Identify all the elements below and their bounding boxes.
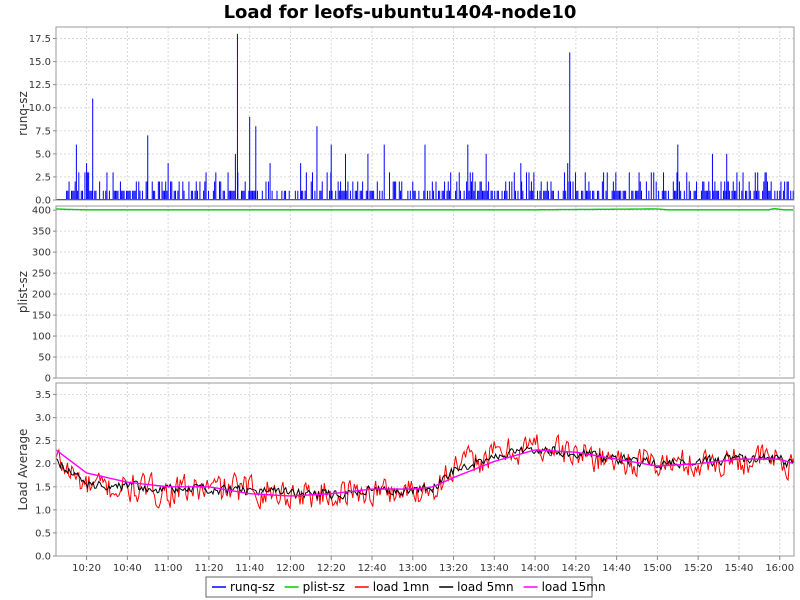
legend-item-load-1mn: load 1mn <box>354 580 429 594</box>
ytick-label: 150 <box>32 311 51 322</box>
ytick-label: 2.5 <box>35 172 51 183</box>
xtick-label: 11:20 <box>194 563 223 574</box>
legend-label: load 1mn <box>373 580 429 594</box>
ytick-label: 250 <box>32 269 51 280</box>
plot-area-plist <box>56 206 794 378</box>
legend-item-load-5mn: load 5mn <box>439 580 514 594</box>
legend-label: load 5mn <box>457 580 513 594</box>
ytick-label: 2.0 <box>35 459 51 470</box>
legend-label: load 15mn <box>542 580 606 594</box>
xtick-label: 15:00 <box>643 563 672 574</box>
ytick-label: 0.0 <box>35 196 51 207</box>
plot-frame-load <box>55 382 795 557</box>
ytick-label: 3.5 <box>35 390 51 401</box>
ytick-label: 0.5 <box>35 528 51 539</box>
series-group-load <box>56 433 794 510</box>
ytick-label: 400 <box>32 206 51 217</box>
ytick-label: 350 <box>32 227 51 238</box>
legend-label: plist-sz <box>303 580 345 594</box>
ytick-label: 7.5 <box>35 126 51 137</box>
xtick-label: 13:00 <box>398 563 427 574</box>
panels: 0.0 2.5 5.0 7.5 10.0 12.5 15.0 17.5 runq-sz 0 50 10… <box>16 26 795 563</box>
ytick-label: 100 <box>32 332 51 343</box>
xtick-label: 14:20 <box>561 563 590 574</box>
ytick-label: 12.5 <box>29 80 51 91</box>
ytick-label: 3.0 <box>35 413 51 424</box>
series-plist-sz <box>56 207 793 211</box>
ytick-label: 5.0 <box>35 149 51 160</box>
ytick-label: 200 <box>32 290 51 301</box>
ytick-label: 2.5 <box>35 436 51 447</box>
panel-runq: 0.0 2.5 5.0 7.5 10.0 12.5 15.0 17.5 runq-sz <box>16 26 795 207</box>
legend-item-runq-sz: runq-sz <box>212 580 275 594</box>
xtick-label: 12:40 <box>358 563 387 574</box>
series-load-15mn <box>56 449 794 497</box>
xtick-label: 14:40 <box>602 563 631 574</box>
legend-item-plist-sz: plist-sz <box>284 580 345 594</box>
chart-title: Load for leofs-ubuntu1404-node10 <box>224 2 577 23</box>
ylabel-plist: plist-sz <box>16 271 30 313</box>
ytick-label: 10.0 <box>29 103 51 114</box>
legend: runq-sz plist-sz load 1mn load 5mn load 15mn <box>205 576 606 598</box>
xtick-label: 13:40 <box>480 563 509 574</box>
legend-label: runq-sz <box>230 580 275 594</box>
xtick-label: 16:00 <box>765 563 794 574</box>
legend-box <box>205 576 593 598</box>
x-axis: 10:20 10:40 11:00 11:20 11:40 12:00 12:20 12:40… <box>72 556 794 574</box>
series-group-plist <box>56 207 793 211</box>
ytick-label: 17.5 <box>29 34 51 45</box>
ytick-label: 1.0 <box>35 505 51 516</box>
panel-load: 0.0 0.5 1.0 1.5 2.0 2.5 3.0 3.5 Load Average <box>16 382 795 563</box>
xtick-label: 15:20 <box>684 563 713 574</box>
xtick-label: 15:40 <box>725 563 754 574</box>
xtick-label: 11:40 <box>235 563 264 574</box>
ytick-label: 0 <box>45 374 51 385</box>
series-runq-sz <box>66 33 794 200</box>
xtick-label: 11:00 <box>154 563 183 574</box>
legend-item-load-15mn: load 15mn <box>523 580 606 594</box>
xtick-label: 13:20 <box>439 563 468 574</box>
xtick-label: 12:00 <box>276 563 305 574</box>
ytick-label: 50 <box>38 353 51 364</box>
plot-frame-runq <box>55 26 795 201</box>
panel-plist: 0 50 100 150 200 250 300 350 400 plist-sz <box>16 205 795 385</box>
plot-frame-plist <box>55 205 795 379</box>
xtick-label: 12:20 <box>317 563 346 574</box>
ylabel-load: Load Average <box>16 429 30 511</box>
ytick-label: 300 <box>32 248 51 259</box>
xtick-label: 10:40 <box>113 563 142 574</box>
ytick-label: 1.5 <box>35 482 51 493</box>
ytick-label: 15.0 <box>29 57 51 68</box>
xtick-label: 10:20 <box>72 563 101 574</box>
ylabel-runq: runq-sz <box>16 91 30 136</box>
xtick-label: 14:00 <box>521 563 550 574</box>
ytick-label: 0.0 <box>35 552 51 563</box>
